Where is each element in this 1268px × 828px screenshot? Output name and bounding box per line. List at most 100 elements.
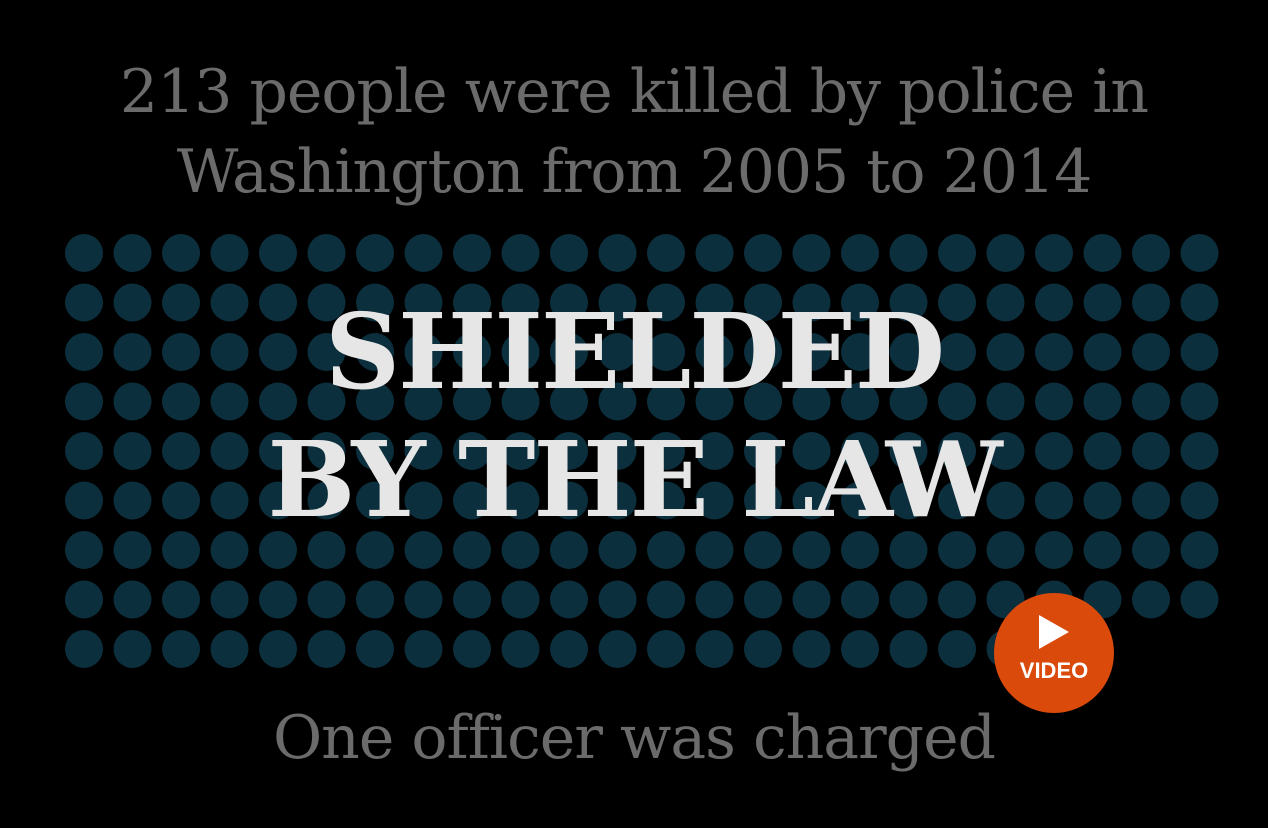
- person-dot: [550, 531, 588, 569]
- person-dot: [501, 531, 540, 569]
- person-dot: [647, 234, 685, 272]
- person-dot: [647, 432, 685, 470]
- person-dot: [162, 630, 200, 668]
- person-dot: [938, 531, 976, 569]
- person-dot: [307, 234, 346, 272]
- person-dot: [259, 630, 297, 668]
- person-dot: [889, 531, 928, 569]
- person-dot: [453, 481, 491, 520]
- person-dot: [356, 283, 394, 322]
- person-dot: [841, 283, 879, 322]
- person-dot: [792, 481, 831, 520]
- video-label: VIDEO: [1019, 658, 1089, 683]
- person-dot: [113, 531, 152, 569]
- person-dot: [210, 382, 249, 421]
- person-dot: [356, 630, 394, 668]
- person-dot: [404, 333, 443, 371]
- headline: SHIELDED BY THE LAW: [0, 288, 1268, 544]
- person-dot: [598, 382, 637, 421]
- person-dot: [550, 580, 588, 619]
- person-dot: [453, 630, 491, 668]
- person-dot: [259, 432, 297, 470]
- person-dot: [1083, 531, 1122, 569]
- person-dot: [1132, 333, 1170, 371]
- person-dot: [356, 234, 394, 272]
- person-dot: [404, 630, 443, 668]
- person-dot: [356, 531, 394, 569]
- person-dot: [404, 432, 443, 470]
- person-dot: [598, 333, 637, 371]
- person-dot: [841, 432, 879, 470]
- person-dot: [744, 580, 782, 619]
- play-icon: [1039, 615, 1069, 649]
- person-dot: [307, 630, 346, 668]
- person-dot: [453, 432, 491, 470]
- person-dot: [453, 283, 491, 322]
- video-button[interactable]: VIDEO: [994, 593, 1114, 713]
- person-dot: [307, 333, 346, 371]
- person-dot: [1180, 432, 1219, 470]
- person-dot: [210, 481, 249, 520]
- person-dot: [1132, 481, 1170, 520]
- person-dot: [841, 630, 879, 668]
- person-dot: [986, 531, 1025, 569]
- person-dot: [889, 481, 928, 520]
- person-dot: [744, 283, 782, 322]
- dot-grid-svg: [65, 234, 1219, 668]
- person-dot: [695, 333, 734, 371]
- person-dot: [1083, 234, 1122, 272]
- person-dot: [1035, 234, 1073, 272]
- person-dot: [598, 432, 637, 470]
- person-dot: [889, 432, 928, 470]
- headline-line-1: SHIELDED: [324, 290, 945, 413]
- person-dot: [1180, 333, 1219, 371]
- person-dot: [695, 580, 734, 619]
- person-dot: [356, 382, 394, 421]
- person-dot: [307, 531, 346, 569]
- person-dot: [1132, 432, 1170, 470]
- person-dot: [986, 234, 1025, 272]
- person-dot: [889, 333, 928, 371]
- person-dot: [647, 382, 685, 421]
- person-dot: [356, 580, 394, 619]
- person-dot: [1180, 382, 1219, 421]
- person-dot: [259, 580, 297, 619]
- person-dot: [841, 333, 879, 371]
- person-dot: [259, 333, 297, 371]
- person-dot: [404, 580, 443, 619]
- person-dot: [841, 481, 879, 520]
- person-dot: [695, 382, 734, 421]
- person-dot: [65, 531, 103, 569]
- person-dot: [65, 432, 103, 470]
- person-dot: [889, 234, 928, 272]
- person-dot: [889, 580, 928, 619]
- intro-line-1: 213 people were killed by police in: [119, 57, 1149, 127]
- person-dot: [938, 432, 976, 470]
- person-dot: [550, 234, 588, 272]
- person-dot: [744, 234, 782, 272]
- person-dot: [404, 531, 443, 569]
- person-dot: [598, 580, 637, 619]
- person-dot: [744, 481, 782, 520]
- person-dot: [356, 481, 394, 520]
- person-dot: [792, 382, 831, 421]
- person-dot: [792, 333, 831, 371]
- person-dot: [1180, 283, 1219, 322]
- dot-grid: [64, 233, 1224, 673]
- person-dot: [259, 283, 297, 322]
- person-dot: [695, 630, 734, 668]
- person-dot: [695, 432, 734, 470]
- person-dot: [453, 382, 491, 421]
- person-dot: [307, 382, 346, 421]
- person-dot: [65, 333, 103, 371]
- person-dot: [65, 283, 103, 322]
- person-dot: [938, 333, 976, 371]
- person-dot: [501, 382, 540, 421]
- person-dot: [404, 234, 443, 272]
- person-dot: [647, 283, 685, 322]
- person-dot: [210, 531, 249, 569]
- person-dot: [841, 580, 879, 619]
- person-dot: [162, 382, 200, 421]
- person-dot: [744, 630, 782, 668]
